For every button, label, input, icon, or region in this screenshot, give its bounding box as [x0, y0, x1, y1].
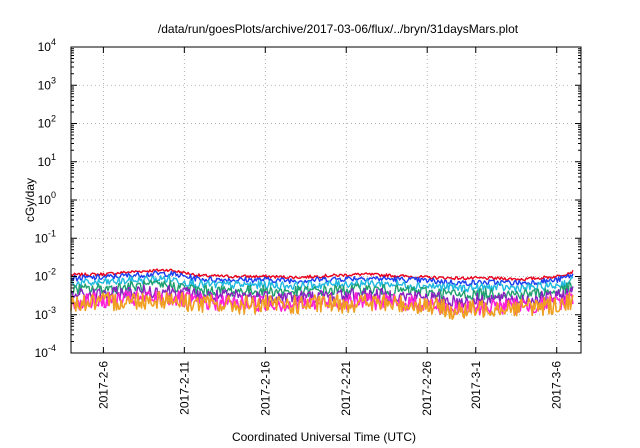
y-tick-label: 102	[38, 114, 56, 131]
y-axis: 10-4 10-3 10-2 10-1 100 101 102 103 104	[35, 37, 581, 360]
y-tick-label: 100	[38, 190, 56, 207]
series-line	[70, 268, 574, 281]
y-tick-label: 101	[38, 152, 56, 169]
x-tick-label: 2017-3-1	[469, 361, 483, 409]
x-tick-label: 2017-2-6	[96, 361, 110, 409]
x-tick-label: 2017-2-11	[177, 361, 191, 415]
y-axis-label: cGy/day	[23, 178, 37, 222]
y-tick-label: 10-3	[35, 305, 56, 322]
y-tick-label: 103	[38, 75, 56, 92]
series-line	[70, 274, 574, 293]
x-tick-label: 2017-2-26	[420, 361, 434, 416]
y-tick-label: 10-1	[35, 228, 56, 245]
y-tick-label: 10-2	[35, 267, 56, 284]
x-tick-label: 2017-3-6	[550, 361, 564, 409]
series-line	[70, 284, 574, 309]
x-axis: 2017-2-6 2017-2-11 2017-2-16 2017-2-21 2017-…	[96, 47, 564, 416]
grid	[71, 47, 581, 353]
chart-title: /data/run/goesPlots/archive/2017-03-06/f…	[158, 22, 519, 36]
plot-series	[70, 268, 574, 321]
y-tick-label: 104	[38, 37, 56, 54]
y-tick-label: 10-4	[35, 343, 56, 360]
series-line	[70, 291, 574, 321]
x-tick-label: 2017-2-21	[339, 361, 353, 416]
series-line	[70, 270, 574, 286]
x-axis-label: Coordinated Universal Time (UTC)	[232, 430, 416, 444]
x-tick-label: 2017-2-16	[258, 361, 272, 416]
